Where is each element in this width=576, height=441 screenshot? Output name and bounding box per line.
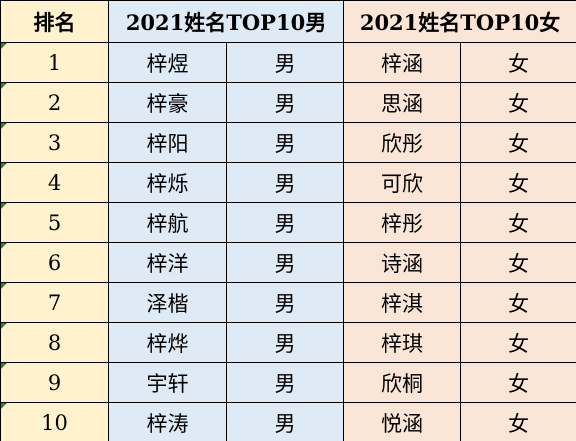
- boy-gender-cell[interactable]: 男: [225, 362, 345, 403]
- table-row: 9 宇轩男欣桐女: [0, 362, 576, 403]
- cell-marker-icon: [1, 163, 7, 169]
- rank-label: 4: [47, 170, 62, 195]
- table-row: 4 梓烁男可欣女: [0, 162, 576, 203]
- rank-label: 7: [47, 290, 62, 315]
- table-row: 6 梓洋男诗涵女: [0, 242, 576, 283]
- cell-marker-icon: [1, 83, 7, 89]
- girl-gender-cell[interactable]: 女: [460, 82, 576, 123]
- girl-name-cell[interactable]: 梓彤: [343, 202, 462, 243]
- rank-label: 3: [47, 130, 62, 155]
- girl-name-cell[interactable]: 可欣: [343, 162, 462, 203]
- boy-gender-cell[interactable]: 男: [225, 202, 345, 243]
- rank-label: 1: [47, 50, 62, 75]
- boy-gender-cell[interactable]: 男: [225, 242, 345, 283]
- girl-name-cell[interactable]: 悦涵: [343, 402, 462, 441]
- rank-cell[interactable]: 5: [0, 202, 109, 243]
- boy-name-cell[interactable]: 梓烨: [108, 322, 227, 363]
- rank-cell[interactable]: 10: [0, 402, 109, 441]
- boy-gender-cell[interactable]: 男: [225, 402, 345, 441]
- rank-label: 10: [41, 410, 68, 435]
- girl-gender-cell[interactable]: 女: [460, 362, 576, 403]
- girl-name-cell[interactable]: 梓淇: [343, 282, 462, 323]
- girl-gender-cell[interactable]: 女: [460, 202, 576, 243]
- rank-cell[interactable]: 8: [0, 322, 109, 363]
- table-row: 5 梓航男梓彤女: [0, 202, 576, 243]
- cell-marker-icon: [1, 363, 7, 369]
- rank-cell[interactable]: 1: [0, 42, 109, 83]
- girl-gender-cell[interactable]: 女: [460, 42, 576, 83]
- girl-name-cell[interactable]: 思涵: [343, 82, 462, 123]
- cell-marker-icon: [1, 203, 7, 209]
- girl-gender-cell[interactable]: 女: [460, 322, 576, 363]
- boy-gender-cell[interactable]: 男: [225, 282, 345, 323]
- boy-gender-cell[interactable]: 男: [225, 322, 345, 363]
- boy-name-cell[interactable]: 宇轩: [108, 362, 227, 403]
- cell-marker-icon: [1, 283, 7, 289]
- header-row: 排名 2021姓名TOP10男 2021姓名TOP10女: [0, 0, 576, 43]
- girls-header[interactable]: 2021姓名TOP10女: [343, 0, 576, 43]
- rank-header[interactable]: 排名: [0, 0, 109, 43]
- boy-gender-cell[interactable]: 男: [225, 122, 345, 163]
- girl-gender-cell[interactable]: 女: [460, 402, 576, 441]
- table-row: 10 梓涛男悦涵女: [0, 402, 576, 441]
- table-row: 2 梓豪男思涵女: [0, 82, 576, 123]
- boy-name-cell[interactable]: 梓航: [108, 202, 227, 243]
- rank-cell[interactable]: 6: [0, 242, 109, 283]
- girl-name-cell[interactable]: 诗涵: [343, 242, 462, 283]
- girl-gender-cell[interactable]: 女: [460, 242, 576, 283]
- boy-name-cell[interactable]: 梓烁: [108, 162, 227, 203]
- boy-name-cell[interactable]: 梓阳: [108, 122, 227, 163]
- boy-gender-cell[interactable]: 男: [225, 162, 345, 203]
- boy-name-cell[interactable]: 梓洋: [108, 242, 227, 283]
- boy-name-cell[interactable]: 梓煜: [108, 42, 227, 83]
- table-row: 7 泽楷男梓淇女: [0, 282, 576, 323]
- rank-cell[interactable]: 9: [0, 362, 109, 403]
- rank-label: 8: [47, 330, 62, 355]
- cell-marker-icon: [1, 43, 7, 49]
- boys-header[interactable]: 2021姓名TOP10男: [107, 0, 345, 43]
- cell-marker-icon: [1, 123, 7, 129]
- table-row: 3 梓阳男欣彤女: [0, 122, 576, 163]
- boy-name-cell[interactable]: 泽楷: [108, 282, 227, 323]
- rank-label: 2: [47, 90, 62, 115]
- table-row: 1 梓煜男梓涵女: [0, 42, 576, 83]
- boy-gender-cell[interactable]: 男: [225, 42, 345, 83]
- girl-gender-cell[interactable]: 女: [460, 162, 576, 203]
- cell-marker-icon: [1, 243, 7, 249]
- rank-cell[interactable]: 7: [0, 282, 109, 323]
- table-row: 8 梓烨男梓琪女: [0, 322, 576, 363]
- rank-cell[interactable]: 4: [0, 162, 109, 203]
- girl-name-cell[interactable]: 欣彤: [343, 122, 462, 163]
- rank-label: 9: [47, 370, 62, 395]
- girl-name-cell[interactable]: 梓琪: [343, 322, 462, 363]
- girl-gender-cell[interactable]: 女: [460, 122, 576, 163]
- cell-marker-icon: [1, 323, 7, 329]
- table-body: 1 梓煜男梓涵女 2 梓豪男思涵女 3 梓阳男欣彤女 4 梓烁男可欣女 5 梓航男梓彤女 6 梓洋男诗…: [0, 42, 576, 441]
- boy-name-cell[interactable]: 梓豪: [108, 82, 227, 123]
- rank-cell[interactable]: 2: [0, 82, 109, 123]
- rank-cell[interactable]: 3: [0, 122, 109, 163]
- boy-name-cell[interactable]: 梓涛: [108, 402, 227, 441]
- girl-name-cell[interactable]: 梓涵: [343, 42, 462, 83]
- rank-label: 5: [47, 210, 62, 235]
- rank-label: 6: [47, 250, 62, 275]
- boy-gender-cell[interactable]: 男: [225, 82, 345, 123]
- girl-name-cell[interactable]: 欣桐: [343, 362, 462, 403]
- cell-marker-icon: [1, 403, 7, 409]
- girl-gender-cell[interactable]: 女: [460, 282, 576, 323]
